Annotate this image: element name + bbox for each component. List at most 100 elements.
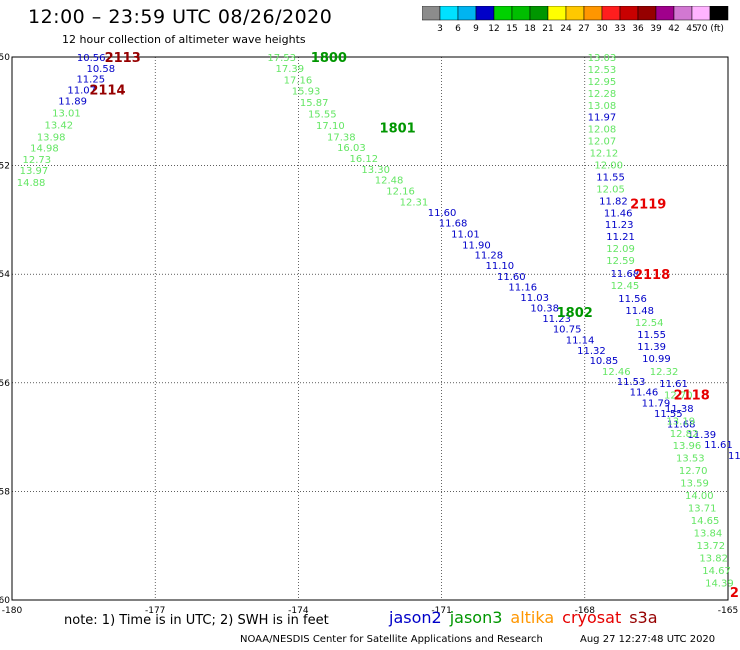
- wave-height-point: 11.61: [704, 440, 733, 451]
- wave-height-point: 10.85: [590, 356, 619, 367]
- color-scale-label: 33: [614, 24, 625, 34]
- satellite-legend-item: jason3: [449, 608, 503, 627]
- wave-height-point: 11.68: [439, 219, 468, 230]
- wave-height-point: 17.53: [267, 53, 296, 64]
- wave-height-point: 15.87: [300, 98, 329, 109]
- color-scale-label: 15: [506, 24, 517, 34]
- wave-height-point: 13.08: [588, 101, 617, 112]
- wave-height-point: 11.90: [462, 240, 491, 251]
- color-scale-label: 6: [455, 24, 461, 34]
- wave-height-point: 15.55: [308, 109, 337, 120]
- plot-frame: [11, 56, 729, 601]
- pass-number-label: 2114: [89, 84, 125, 99]
- wave-height-point: 16.03: [337, 143, 366, 154]
- wave-height-point: 11.23: [542, 314, 571, 325]
- color-scale-label: 36: [632, 24, 644, 34]
- color-swatch: [709, 6, 729, 21]
- color-scale-label: 12: [488, 24, 499, 34]
- wave-height-point: 13.19: [666, 416, 695, 427]
- wave-height-point: 13.59: [680, 479, 709, 490]
- wave-height-point: 11.56: [618, 294, 647, 305]
- footnote: note: 1) Time is in UTC; 2) SWH is in fe…: [64, 613, 329, 628]
- wave-height-point: 13.96: [673, 441, 702, 452]
- wave-height-point: 12.28: [588, 89, 617, 100]
- pass-number-label: 2117: [730, 586, 740, 601]
- wave-height-point: 12.09: [606, 244, 635, 255]
- wave-height-point: 13.53: [676, 454, 705, 465]
- wave-height-point: 13.01: [52, 108, 81, 119]
- pass-number-label: 1802: [557, 306, 593, 321]
- wave-height-point: 12.12: [590, 149, 619, 160]
- wave-height-point: 11.61: [659, 379, 688, 390]
- wave-height-point: 17.39: [275, 64, 304, 75]
- pass-number-label: 2118: [634, 268, 670, 283]
- wave-height-point: 12.70: [679, 466, 708, 477]
- wave-height-point: 11.55: [728, 451, 740, 462]
- x-tick-label: -168: [575, 606, 596, 616]
- satellite-legend-item: s3a: [629, 608, 658, 627]
- wave-height-point: 12.16: [386, 187, 415, 198]
- wave-height-point: 10.75: [553, 325, 582, 336]
- wave-height-point: 12.82: [670, 429, 699, 440]
- wave-height-point: 11.48: [625, 306, 654, 317]
- wave-height-point: 12.53: [588, 65, 617, 76]
- wave-height-point: 11.46: [604, 208, 633, 219]
- y-tick-label: -50: [0, 53, 10, 63]
- wave-height-point: 12.59: [606, 256, 635, 267]
- wave-height-point: 10.58: [86, 64, 115, 75]
- y-tick-label: -60: [0, 596, 10, 606]
- pass-number-label: 1800: [311, 51, 347, 66]
- color-scale-label: 3: [437, 24, 443, 34]
- wave-height-point: 11.82: [599, 196, 628, 207]
- wave-height-point: 10.38: [530, 303, 559, 314]
- wave-height-point: 13.97: [20, 166, 49, 177]
- y-tick-label: -54: [0, 270, 10, 280]
- wave-height-point: 17.10: [316, 121, 345, 132]
- wave-height-point: 12.73: [23, 155, 52, 166]
- color-scale-label: 42: [668, 24, 679, 34]
- wave-height-point: 12.46: [602, 367, 631, 378]
- wave-height-point: 12.08: [588, 125, 617, 136]
- wave-height-point: 10.56: [77, 53, 106, 64]
- wave-height-point: 11.55: [596, 172, 625, 183]
- wave-height-point: 11.38: [665, 404, 694, 415]
- wave-height-point: 13.84: [694, 529, 723, 540]
- satellite-legend-item: altika: [510, 608, 555, 627]
- wave-height-point: 12.05: [596, 184, 625, 195]
- wave-height-point: 11.25: [76, 75, 105, 86]
- y-tick-label: -52: [0, 162, 10, 172]
- wave-height-point: 13.82: [699, 554, 728, 565]
- wave-height-point: 12.00: [594, 161, 623, 172]
- wave-height-point: 11.03: [520, 293, 549, 304]
- pass-number-label: 1801: [380, 122, 416, 137]
- pass-number-label: 2119: [630, 198, 666, 213]
- color-scale-label: 27: [578, 24, 589, 34]
- color-scale-label: 39: [650, 24, 662, 34]
- wave-height-point: 12.32: [650, 367, 679, 378]
- x-tick-label: -171: [431, 606, 451, 616]
- wave-height-point: 12.07: [588, 137, 617, 148]
- wave-height-point: 13.42: [44, 120, 73, 131]
- satellite-legend-item: jason2: [389, 608, 442, 627]
- wave-height-point: 11.39: [687, 430, 716, 441]
- color-scale-label: 9: [473, 24, 479, 34]
- wave-height-point: 14.88: [17, 178, 46, 189]
- wave-height-point: 12.31: [400, 197, 429, 208]
- wave-height-point: 11.07: [67, 86, 96, 97]
- wave-height-point: 11.23: [605, 220, 634, 231]
- wave-height-point: 17.16: [284, 75, 313, 86]
- wave-height-point: 13.03: [588, 53, 617, 64]
- wave-height-point: 13.98: [37, 132, 66, 143]
- wave-height-point: 17.38: [327, 132, 356, 143]
- wave-height-point: 12.95: [588, 77, 617, 88]
- wave-height-point: 16.12: [349, 154, 378, 165]
- wave-height-point: 14.67: [702, 566, 731, 577]
- color-scale-label: 24: [560, 24, 572, 34]
- wave-height-point: 12.45: [611, 281, 640, 292]
- wave-height-point: 11.60: [428, 208, 457, 219]
- wave-height-point: 14.39: [705, 579, 734, 590]
- wave-height-point: 11.01: [451, 229, 480, 240]
- x-tick-label: -174: [288, 606, 309, 616]
- wave-height-point: 10.99: [642, 354, 671, 365]
